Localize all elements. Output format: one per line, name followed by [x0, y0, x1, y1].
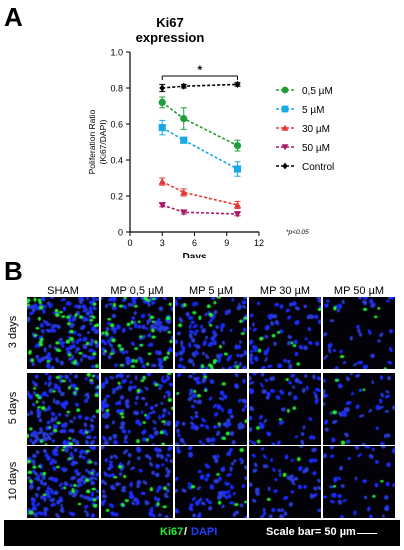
y-tick-label: 1.0: [110, 48, 123, 58]
series-3-line: [161, 204, 238, 215]
series-4-line: [162, 83, 238, 89]
ki67-label: Ki67: [160, 526, 184, 538]
series-1-point: [233, 165, 242, 173]
legend-swatch-marker: [282, 162, 288, 170]
micrograph-tile: [27, 373, 99, 445]
x-tick-label: 9: [224, 238, 229, 248]
series-1-point: [158, 124, 166, 132]
series-2-point: [233, 201, 242, 208]
x-tick-label: 0: [127, 238, 132, 248]
x-tick-label: 3: [160, 238, 165, 248]
column-label: MP 5 µM: [188, 285, 234, 297]
series-0-point: [233, 142, 242, 150]
significance-star: *: [198, 63, 203, 77]
scale-bar-label: Scale bar= 50 µm: [266, 526, 356, 538]
legend-swatch-marker: [281, 86, 289, 94]
series-2-point: [180, 188, 188, 196]
legend-swatch-marker: [281, 144, 289, 151]
micrograph-tile: [249, 373, 321, 445]
y-tick-label: 0.6: [110, 120, 123, 130]
series-2-point: [158, 178, 166, 185]
series-3-point: [180, 209, 188, 216]
micrograph-tile: [323, 373, 395, 445]
series-4-point: [234, 80, 241, 88]
micrograph-tile: [101, 373, 173, 445]
series-0-line: [161, 101, 238, 147]
y-tick-label: 0.2: [110, 192, 123, 202]
micrograph-tile: [249, 297, 321, 369]
footnote: *p<0.05: [286, 229, 309, 236]
series-1-line: [161, 126, 238, 170]
micrograph-tile: [101, 297, 173, 369]
legend-entry: 0,5 µM: [302, 86, 333, 97]
series-0-point: [158, 98, 166, 106]
column-label: MP 0,5 µM: [110, 285, 164, 297]
y-axis-label-line2: (Ki67/DAPI): [98, 119, 108, 164]
legend-entry: 50 µM: [302, 143, 330, 154]
micrograph-tile: [101, 446, 173, 518]
row-label: 5 days: [7, 391, 19, 425]
chart-title-line2: expression: [136, 30, 205, 45]
legend-entry: Control: [302, 162, 334, 173]
x-tick-label: 12: [254, 238, 264, 248]
legend-entry: 30 µM: [302, 124, 330, 135]
legend-swatch-marker: [281, 105, 289, 113]
slash-separator: /: [184, 526, 188, 538]
column-label: MP 30 µM: [259, 285, 311, 297]
scale-bar-line: [357, 533, 377, 534]
y-tick-label: 0.8: [110, 84, 123, 94]
micrograph-tile: [175, 446, 247, 518]
y-tick-label: 0.4: [110, 156, 123, 166]
micrograph-tile: [323, 446, 395, 518]
column-label: SHAM: [47, 285, 79, 297]
panel-b-letter: B: [4, 256, 23, 286]
dapi-label: DAPI: [191, 526, 218, 538]
micrograph-tile: [27, 446, 99, 518]
y-axis-label-line1: Poliferation Ratio: [87, 109, 97, 174]
series-4-point: [180, 82, 187, 90]
series-3-point: [158, 202, 166, 209]
row-label: 10 days: [7, 461, 19, 501]
series-1-point: [180, 136, 188, 144]
series-0-point: [180, 115, 188, 123]
legend-entry: 5 µM: [302, 105, 324, 116]
x-axis-label: Days: [183, 252, 207, 258]
chart-title-line1: Ki67: [156, 15, 183, 30]
legend-swatch-marker: [281, 124, 289, 131]
series-2-line: [161, 180, 238, 206]
series-4-point: [159, 84, 166, 92]
panel-a-letter: A: [4, 2, 23, 32]
series-3-point: [233, 211, 242, 218]
micrograph-tile: [323, 297, 395, 369]
x-tick-label: 6: [192, 238, 197, 248]
micrograph-tile: [175, 297, 247, 369]
micrograph-tile: [249, 446, 321, 518]
micrograph-tile: [175, 373, 247, 445]
column-label: MP 50 µM: [333, 285, 385, 297]
micrograph-tile: [27, 297, 99, 369]
y-tick-label: 0: [118, 228, 123, 238]
legend-footer-bar: Ki67 / DAPI Scale bar= 50 µm: [4, 520, 400, 546]
row-label: 3 days: [7, 315, 19, 349]
